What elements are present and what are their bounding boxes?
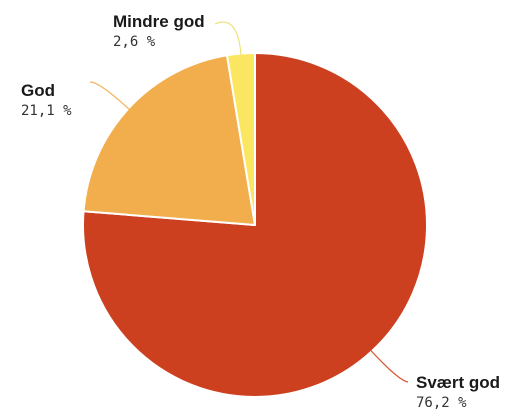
label-svaert-god: Svært god 76,2 % <box>416 373 500 411</box>
leader-lines <box>89 21 409 383</box>
slice-label-svaert-god: Svært god <box>416 373 500 392</box>
leader-line-god <box>89 81 131 111</box>
leader-line-mindre-god <box>214 21 242 56</box>
leader-line-svaert-god <box>369 349 409 383</box>
slice-god <box>82 54 256 226</box>
slice-value-mindre-god: 2,6 % <box>113 34 156 50</box>
pie-slices <box>82 51 428 398</box>
slice-label-god: God <box>21 81 55 100</box>
slice-label-mindre-god: Mindre god <box>113 12 205 31</box>
label-mindre-god: Mindre god 2,6 % <box>113 12 205 50</box>
slice-value-god: 21,1 % <box>21 103 72 119</box>
label-god: God 21,1 % <box>21 81 72 119</box>
slice-value-svaert-god: 76,2 % <box>416 395 467 411</box>
